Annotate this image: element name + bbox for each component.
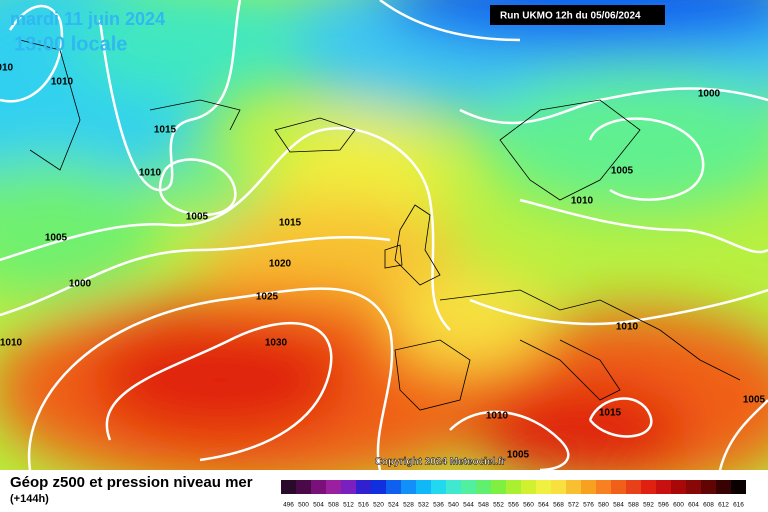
colorbar-label: 496 (283, 502, 294, 509)
colorbar-label: 580 (598, 502, 609, 509)
field (0, 0, 768, 470)
colorbar-label: 548 (478, 502, 489, 509)
colorbar-label: 596 (658, 502, 669, 509)
isobar-label: 1010 (486, 411, 509, 422)
colorbar-swatch (431, 480, 446, 494)
colorbar-swatch (551, 480, 566, 494)
colorbar-label: 536 (433, 502, 444, 509)
footer-subtitle: (+144h) (10, 493, 49, 505)
colorbar-swatch (671, 480, 686, 494)
colorbar-label: 556 (508, 502, 519, 509)
colorbar-swatch (731, 480, 746, 494)
colorbar-label: 560 (523, 502, 534, 509)
run-box (490, 5, 665, 25)
colorbar-swatch (521, 480, 536, 494)
colorbar-swatch (401, 480, 416, 494)
colorbar-swatch (416, 480, 431, 494)
isobar-label: 1005 (743, 395, 766, 406)
date: mardi 11 juin 2024 (10, 9, 165, 29)
colorbar-label: 540 (448, 502, 459, 509)
colorbar-swatch (341, 480, 356, 494)
colorbar-swatch (326, 480, 341, 494)
isobar-label: 1005 (611, 166, 634, 177)
colorbar-label: 564 (538, 502, 549, 509)
colorbar-swatch (371, 480, 386, 494)
isobar-label: 1010 (0, 338, 23, 349)
colorbar-swatch (356, 480, 371, 494)
isobar-label: 1005 (507, 450, 530, 461)
colorbar-label: 576 (583, 502, 594, 509)
colorbar-label: 520 (373, 502, 384, 509)
colorbar-label: 612 (718, 502, 729, 509)
colorbar-label: 504 (313, 502, 324, 509)
colorbar-label: 500 (298, 502, 309, 509)
footer-title: Géop z500 et pression niveau mer (10, 474, 253, 491)
isobar-label: 1000 (698, 89, 721, 100)
copyright: Copyright 2024 Meteociel.fr (375, 457, 506, 468)
colorbar-swatch (626, 480, 641, 494)
colorbar-swatch (716, 480, 731, 494)
colorbar-swatch (686, 480, 701, 494)
colorbar-label: 604 (688, 502, 699, 509)
colorbar-label: 516 (358, 502, 369, 509)
run: Run UKMO 12h du 05/06/2024 (500, 11, 641, 22)
isobar-label: 1015 (599, 408, 622, 419)
coastlines (19, 39, 741, 411)
colorbar-swatch (701, 480, 716, 494)
colorbar-swatch (656, 480, 671, 494)
colorbar-label: 552 (493, 502, 504, 509)
colorbar-label: 528 (403, 502, 414, 509)
colorbar-label: 592 (643, 502, 654, 509)
isobar-label: 1010 (0, 63, 14, 74)
colorbar-label: 608 (703, 502, 714, 509)
isobar-label: 1010 (571, 196, 594, 207)
colorbar-swatch (296, 480, 311, 494)
colorbar-label: 524 (388, 502, 399, 509)
isobar-label: 1030 (265, 338, 288, 349)
colorbar-label: 568 (553, 502, 564, 509)
colorbar-swatch (386, 480, 401, 494)
colorbar-swatch (566, 480, 581, 494)
colorbar-label: 616 (733, 502, 744, 509)
time: 13:00 locale (14, 33, 127, 55)
colorbar-label: 600 (673, 502, 684, 509)
colorbar: 496 500 504 508 512 516 520 524 528 532 536 540 544 5… (281, 480, 746, 509)
isobar-label: 1010 (139, 168, 162, 179)
colorbar-label: 508 (328, 502, 339, 509)
colorbar-swatch (611, 480, 626, 494)
isobar-label: 1005 (45, 233, 68, 244)
colorbar-swatch (536, 480, 551, 494)
isobar-label: 1020 (269, 259, 292, 270)
colorbar-swatch (491, 480, 506, 494)
colorbar-label: 572 (568, 502, 579, 509)
isobar-label: 1025 (256, 292, 279, 303)
colorbar-swatch (506, 480, 521, 494)
colorbar-swatch (596, 480, 611, 494)
colorbar-swatch (446, 480, 461, 494)
isobar-label: 1010 (616, 322, 639, 333)
isobar-label: 1015 (154, 125, 177, 136)
colorbar-label: 588 (628, 502, 639, 509)
isobar-label: 1005 (186, 212, 209, 223)
colorbar-swatch (311, 480, 326, 494)
colorbar-swatch (461, 480, 476, 494)
colorbar-swatch (581, 480, 596, 494)
colorbar-label: 532 (418, 502, 429, 509)
colorbar-swatch (641, 480, 656, 494)
colorbar-swatch (476, 480, 491, 494)
colorbar-label: 584 (613, 502, 624, 509)
colorbar-label: 544 (463, 502, 474, 509)
colorbar-label: 512 (343, 502, 354, 509)
isobar-labels: 1010 1010 1015 1010 1005 1005 1000 1015 1020 1025… (0, 63, 766, 461)
isobar-label: 1000 (69, 279, 92, 290)
isobar-label: 1010 (51, 77, 74, 88)
colorbar-swatch (281, 480, 296, 494)
isobar-label: 1015 (279, 218, 302, 229)
